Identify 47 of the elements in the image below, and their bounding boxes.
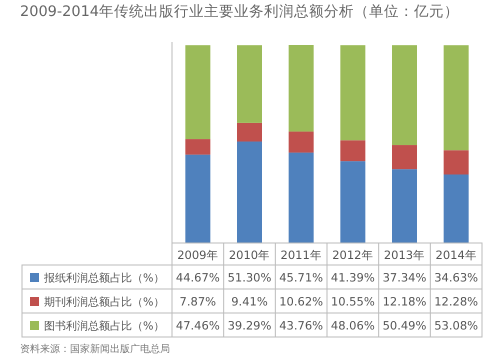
data-label: 12.18% [382,294,426,308]
bar [340,45,366,140]
bar [444,150,469,174]
bar [392,45,417,146]
legend-label: 图书利润总额占比（%） [44,320,164,332]
data-label: 12.28% [434,294,478,308]
data-label: 43.76% [279,318,324,332]
bar [185,45,210,140]
bar [185,139,210,155]
x-tick-label: 2012年 [332,248,374,262]
x-tick-label: 2009年 [177,248,218,262]
bar [288,132,314,153]
bar [444,174,469,243]
x-tick-label: 2014年 [436,248,477,262]
bar [237,122,262,142]
bar [288,45,314,132]
data-label: 48.06% [330,318,375,332]
data-label: 53.08% [434,318,478,332]
data-label: 10.62% [279,294,324,308]
data-label: 45.71% [279,270,324,284]
bar [444,45,469,150]
data-label: 37.34% [382,270,426,284]
legend-label: 报纸利润总额占比（%） [43,272,164,284]
legend-label: 期刊利润总额占比（%） [44,296,164,308]
chart-title: 2009-2014年传统出版行业主要业务利润总额分析（单位：亿元） [20,3,460,20]
bar [185,154,210,243]
bar [340,140,366,162]
text: 资料来源：国家新闻出版广电总局 [20,343,170,355]
bar [237,45,262,123]
x-tick-label: 2010年 [228,248,270,262]
bar [392,169,417,243]
data-label: 51.30% [228,270,272,284]
data-label: 50.49% [382,318,426,332]
x-tick-label: 2011年 [280,248,322,262]
bar [340,161,366,243]
data-label: 44.67% [176,270,220,284]
data-label: 41.39% [330,270,375,284]
data-label: 9.41% [231,294,268,308]
bar [392,145,417,170]
bar [288,152,314,243]
data-label: 47.46% [176,318,220,332]
data-label: 39.29% [228,318,272,332]
bar [237,142,262,243]
data-label: 34.63% [434,270,478,284]
x-tick-label: 2013年 [384,248,426,262]
data-label: 7.87% [180,294,216,308]
data-label: 10.55% [330,294,375,308]
